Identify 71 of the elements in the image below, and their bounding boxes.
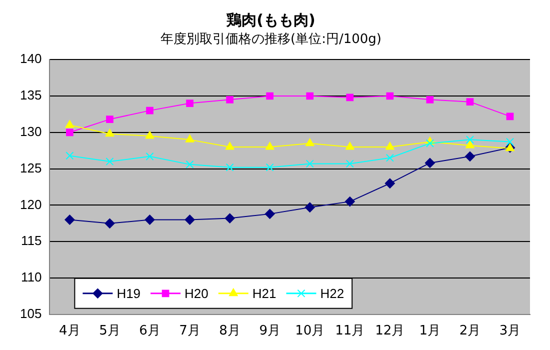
y-tick-label: 115 bbox=[20, 233, 42, 248]
point bbox=[306, 92, 314, 100]
x-tick-label: 2月 bbox=[459, 324, 481, 339]
point bbox=[265, 142, 274, 150]
point bbox=[226, 163, 234, 172]
point bbox=[144, 214, 155, 225]
legend-label: H20 bbox=[184, 286, 208, 301]
point bbox=[345, 142, 354, 150]
point bbox=[64, 214, 75, 225]
point bbox=[426, 139, 434, 148]
y-tick-label: 140 bbox=[20, 51, 42, 66]
legend-label: H22 bbox=[320, 286, 344, 301]
point bbox=[346, 94, 354, 102]
y-tick-label: 110 bbox=[20, 270, 42, 285]
point bbox=[464, 151, 475, 162]
y-tick-label: 125 bbox=[20, 160, 42, 176]
point bbox=[184, 214, 195, 225]
x-tick-label: 9月 bbox=[259, 324, 280, 339]
x-tick-label: 3月 bbox=[499, 324, 521, 339]
point bbox=[386, 142, 394, 150]
x-tick-label: 8月 bbox=[219, 324, 240, 339]
point bbox=[386, 154, 394, 162]
x-tick-label: 5月 bbox=[99, 324, 120, 339]
point bbox=[146, 152, 154, 160]
point bbox=[466, 136, 474, 144]
point bbox=[65, 120, 74, 128]
chart-subtitle: 年度別取引価格の推移(単位:円/100g) bbox=[160, 31, 382, 48]
point bbox=[225, 142, 234, 150]
point bbox=[305, 138, 314, 146]
point bbox=[66, 128, 74, 136]
point bbox=[226, 96, 234, 104]
y-tick-label: 130 bbox=[20, 124, 42, 139]
point bbox=[145, 131, 154, 139]
point bbox=[66, 152, 74, 160]
x-tick-label: 10月 bbox=[295, 324, 325, 339]
point bbox=[266, 92, 274, 100]
point bbox=[266, 163, 274, 172]
point bbox=[306, 160, 314, 168]
x-tick-label: 6月 bbox=[139, 324, 160, 339]
point bbox=[186, 100, 194, 107]
x-tick-label: 7月 bbox=[179, 324, 200, 339]
point bbox=[384, 178, 395, 188]
chart-title: 鶏肉(もも肉) bbox=[226, 10, 316, 29]
x-tick-label: 4月 bbox=[59, 324, 80, 339]
legend-label: H19 bbox=[116, 286, 141, 301]
point bbox=[386, 92, 394, 100]
x-tick-label: 12月 bbox=[375, 324, 405, 339]
x-tick-label: 1月 bbox=[419, 324, 441, 339]
point bbox=[224, 213, 235, 224]
point bbox=[264, 208, 275, 219]
point bbox=[466, 98, 474, 106]
point bbox=[304, 202, 315, 212]
point bbox=[424, 158, 435, 168]
y-tick-label: 135 bbox=[20, 88, 42, 103]
point bbox=[346, 160, 354, 168]
point bbox=[104, 218, 115, 228]
point bbox=[506, 112, 514, 120]
point bbox=[146, 106, 154, 114]
y-tick-label: 120 bbox=[20, 196, 42, 212]
point bbox=[344, 196, 355, 207]
point bbox=[506, 138, 514, 146]
point bbox=[106, 157, 114, 166]
point bbox=[105, 128, 114, 137]
point bbox=[106, 116, 114, 123]
point bbox=[466, 140, 474, 148]
legend-label: H21 bbox=[252, 286, 276, 301]
point bbox=[185, 134, 194, 142]
point bbox=[426, 96, 434, 104]
x-tick-label: 11月 bbox=[335, 324, 365, 339]
y-tick-label: 105 bbox=[20, 306, 42, 321]
point bbox=[186, 160, 194, 168]
